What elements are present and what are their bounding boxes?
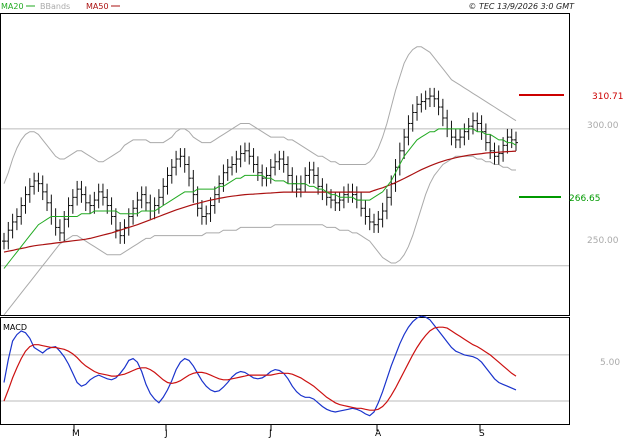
x-label-s: S [479, 429, 485, 439]
copyright: © TEC 13/9/2026 3:0 GMT [468, 2, 575, 11]
x-label-j2: J [268, 429, 272, 439]
macd-line [3, 315, 517, 417]
price-axis-label-lower: 250.00 [587, 236, 619, 246]
x-label-j1: J [164, 429, 168, 439]
x-label-m: M [72, 429, 80, 439]
macd-signal-line [3, 326, 517, 411]
price-panel-frame [0, 13, 570, 316]
x-label-a: A [375, 429, 382, 439]
bband-upper-line [3, 46, 517, 184]
price-axis-label-upper: 300.00 [587, 121, 619, 131]
legend-bbands: BBands [40, 2, 70, 11]
macd-panel-frame [0, 317, 570, 425]
support-label: 266.65 [569, 194, 601, 204]
bband-lower-line [3, 155, 516, 316]
legend-ma50: MA50 [86, 2, 109, 11]
price-series-layer [1, 46, 569, 316]
legend-ma20: MA20 [1, 2, 24, 11]
ma50-line [3, 150, 517, 253]
macd-series-layer [1, 315, 569, 417]
ma20-line [3, 128, 517, 269]
resistance-label: 310.71 [592, 92, 624, 102]
macd-title: MACD [3, 323, 27, 332]
macd-axis-label: 5.00 [600, 358, 620, 368]
